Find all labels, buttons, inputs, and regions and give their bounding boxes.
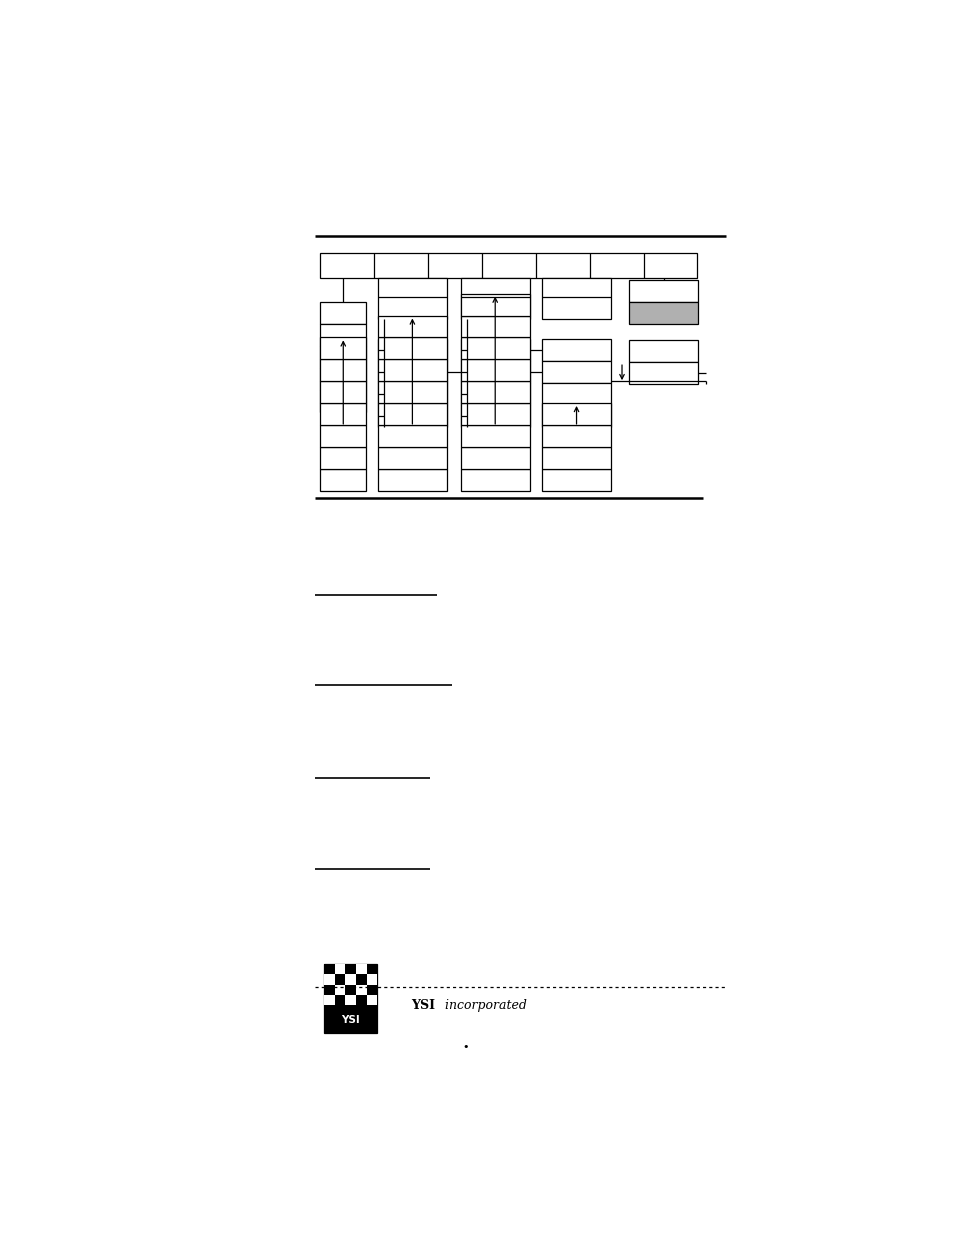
Bar bbox=[460, 468, 529, 490]
Bar bbox=[460, 337, 529, 359]
Bar bbox=[460, 278, 529, 320]
Bar bbox=[324, 965, 335, 974]
Bar bbox=[355, 965, 366, 974]
Bar bbox=[460, 425, 529, 447]
Text: YSI: YSI bbox=[341, 1015, 359, 1025]
Bar bbox=[460, 383, 529, 405]
Bar bbox=[345, 995, 355, 1005]
Bar bbox=[335, 965, 345, 974]
Bar bbox=[335, 995, 345, 1005]
Bar bbox=[541, 361, 610, 383]
Bar bbox=[324, 974, 335, 984]
Bar bbox=[541, 383, 610, 405]
Bar bbox=[541, 340, 610, 361]
Bar bbox=[345, 984, 355, 995]
Bar bbox=[377, 359, 446, 382]
Bar bbox=[320, 303, 366, 324]
Bar bbox=[629, 280, 698, 303]
Bar bbox=[320, 382, 366, 403]
Bar bbox=[366, 995, 376, 1005]
Bar bbox=[377, 405, 446, 427]
Bar bbox=[629, 303, 698, 324]
Bar bbox=[320, 359, 366, 382]
Bar bbox=[629, 362, 698, 384]
Bar bbox=[377, 316, 446, 337]
Bar bbox=[320, 425, 366, 447]
Bar bbox=[541, 278, 610, 320]
Bar bbox=[377, 447, 446, 468]
Bar bbox=[335, 974, 345, 984]
Bar bbox=[366, 974, 376, 984]
Bar bbox=[460, 405, 529, 427]
Text: incorporated: incorporated bbox=[440, 999, 526, 1013]
Bar bbox=[629, 341, 698, 362]
Bar bbox=[460, 403, 529, 425]
Bar bbox=[377, 425, 446, 447]
Bar bbox=[324, 984, 335, 995]
Bar bbox=[460, 447, 529, 468]
Bar bbox=[324, 965, 376, 1032]
Bar bbox=[320, 253, 697, 278]
Bar bbox=[460, 340, 529, 361]
Bar bbox=[320, 447, 366, 468]
Bar bbox=[355, 984, 366, 995]
Bar bbox=[345, 974, 355, 984]
Bar bbox=[377, 403, 446, 425]
Bar bbox=[541, 405, 610, 427]
Bar bbox=[460, 294, 529, 316]
Bar bbox=[320, 324, 366, 346]
Bar bbox=[335, 984, 345, 995]
Bar bbox=[355, 995, 366, 1005]
Bar bbox=[366, 965, 376, 974]
Bar bbox=[541, 468, 610, 490]
Bar bbox=[320, 468, 366, 490]
Bar bbox=[377, 383, 446, 405]
Bar bbox=[355, 974, 366, 984]
Text: YSI: YSI bbox=[411, 999, 435, 1013]
Bar bbox=[377, 337, 446, 359]
Bar bbox=[460, 359, 529, 382]
Bar bbox=[541, 403, 610, 425]
Bar bbox=[320, 368, 366, 390]
Bar bbox=[366, 984, 376, 995]
Bar bbox=[541, 425, 610, 447]
Bar bbox=[460, 316, 529, 337]
Bar bbox=[377, 340, 446, 361]
Bar bbox=[460, 382, 529, 403]
Bar bbox=[320, 346, 366, 368]
Bar bbox=[324, 995, 335, 1005]
Bar bbox=[345, 965, 355, 974]
Bar bbox=[320, 337, 366, 359]
Bar bbox=[460, 361, 529, 383]
Bar bbox=[377, 468, 446, 490]
Bar bbox=[320, 403, 366, 425]
Bar bbox=[377, 361, 446, 383]
Bar bbox=[377, 278, 446, 320]
Bar bbox=[320, 390, 366, 411]
Text: •: • bbox=[461, 1042, 468, 1052]
Bar bbox=[377, 382, 446, 403]
Bar bbox=[541, 447, 610, 468]
